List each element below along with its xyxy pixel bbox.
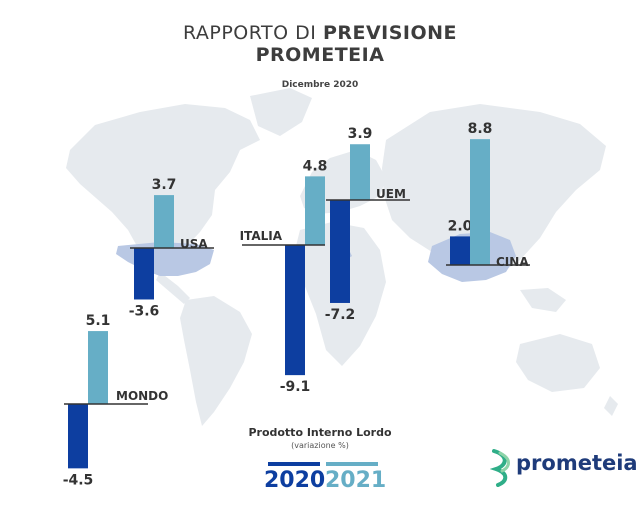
- bar-cina-2021: [470, 139, 490, 265]
- country-label-cina: CINA: [496, 255, 529, 269]
- title-bold: PREVISIONE: [322, 22, 458, 44]
- bar-italia-2021: [305, 176, 325, 245]
- value-label-mondo-2021: 5.1: [86, 313, 111, 329]
- value-label-mondo-2020: -4.5: [63, 472, 94, 488]
- bar-mondo-2021: [88, 331, 108, 404]
- map-australia: [516, 334, 600, 392]
- value-label-uem-2020: -7.2: [325, 307, 356, 323]
- country-label-usa: USA: [180, 237, 208, 251]
- bar-usa-2020: [134, 248, 154, 300]
- value-label-usa-2021: 3.7: [152, 177, 177, 193]
- legend-swatch-2021: [326, 462, 378, 466]
- value-label-italia-2021: 4.8: [303, 158, 328, 174]
- bar-uem-2021: [350, 144, 370, 200]
- legend-year-2021: 2021: [325, 468, 387, 493]
- report-title-line1: RAPPORTO DI PREVISIONE: [0, 22, 640, 44]
- bar-cina-2020: [450, 236, 470, 265]
- prometeia-logo-icon: [490, 449, 510, 487]
- legend-year-2020: 2020: [264, 468, 326, 493]
- title-light: RAPPORTO DI: [182, 22, 317, 44]
- bar-italia-2020: [285, 245, 305, 376]
- report-title-line2: PROMETEIA: [255, 44, 385, 66]
- country-label-mondo: MONDO: [116, 389, 168, 403]
- country-label-italia: ITALIA: [240, 229, 283, 243]
- map-greenland: [250, 88, 312, 136]
- value-label-cina-2020: 2.0: [448, 218, 473, 234]
- bar-usa-2021: [154, 195, 174, 248]
- value-label-cina-2021: 8.8: [468, 121, 493, 137]
- legend-swatch-2020: [268, 462, 320, 466]
- legend-title: Prodotto Interno Lordo: [248, 426, 392, 439]
- legend-subtitle: (variazione %): [291, 441, 349, 450]
- country-label-uem: UEM: [376, 187, 406, 201]
- bar-uem-2020: [330, 200, 350, 303]
- bar-mondo-2020: [68, 404, 88, 469]
- map-south-america: [180, 296, 252, 426]
- value-label-italia-2020: -9.1: [280, 379, 311, 395]
- map-central-america: [156, 272, 190, 304]
- prometeia-logo: prometeia: [490, 447, 638, 487]
- map-se-asia: [520, 288, 566, 312]
- report-date: Dicembre 2020: [281, 80, 359, 90]
- value-label-usa-2020: -3.6: [129, 303, 160, 319]
- logo-text: prometeia: [516, 451, 638, 475]
- map-new-zealand: [604, 396, 618, 416]
- map-asia: [382, 104, 606, 276]
- map-north-america: [66, 104, 260, 272]
- value-label-uem-2021: 3.9: [348, 126, 373, 142]
